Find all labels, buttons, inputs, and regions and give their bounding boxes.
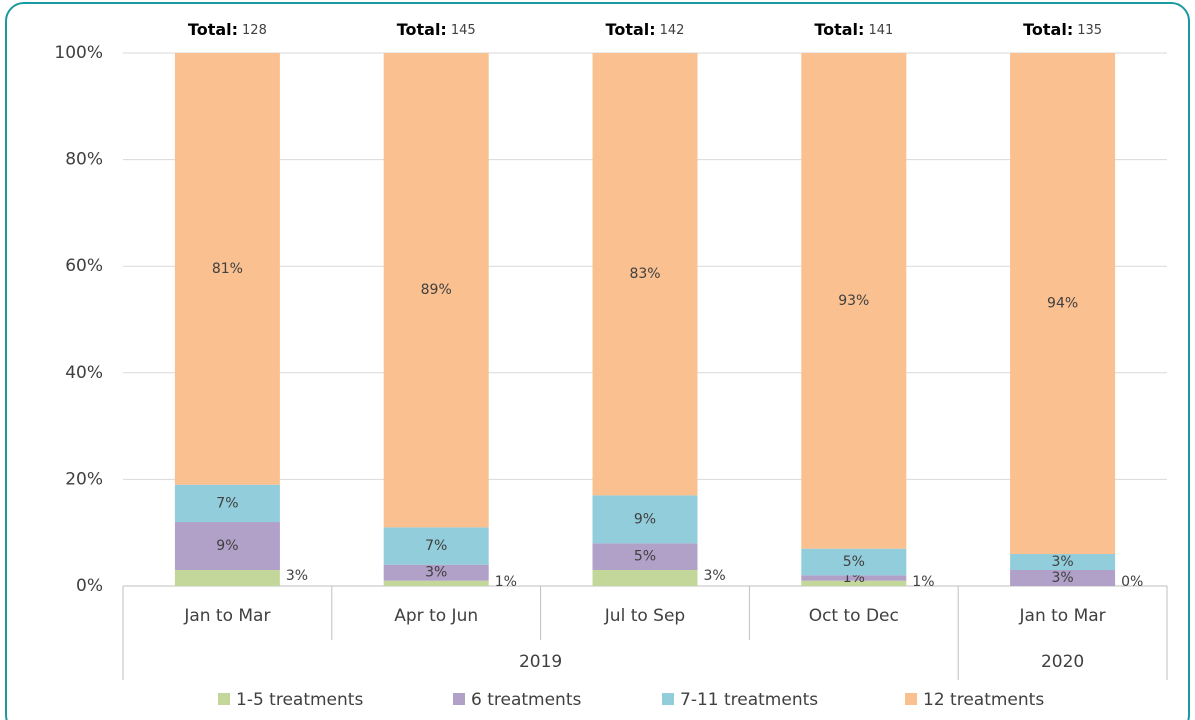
legend-swatch — [662, 693, 674, 705]
total-label-text: Total: — [1023, 20, 1073, 39]
legend-label: 12 treatments — [923, 690, 1044, 710]
y-tick-label: 60% — [65, 256, 103, 276]
total-value: 142 — [660, 23, 685, 38]
data-label: 3% — [1051, 554, 1073, 570]
bar-segment — [801, 548, 907, 576]
bar-segment — [1010, 554, 1116, 571]
total-label: Total: 128 — [188, 20, 267, 39]
total-value: 141 — [868, 23, 893, 38]
data-label: 5% — [843, 554, 865, 570]
bar-segment — [592, 495, 698, 544]
total-label-text: Total: — [397, 20, 447, 39]
total-label: Total: 142 — [606, 20, 685, 39]
bar-segment — [1010, 570, 1116, 586]
data-label: 81% — [212, 261, 243, 277]
legend-swatch — [218, 693, 230, 705]
bar-segment — [383, 564, 489, 581]
y-tick-label: 40% — [65, 363, 103, 383]
bar-segment — [801, 575, 907, 581]
bar-segment — [383, 527, 489, 565]
total-value: 145 — [451, 23, 476, 38]
bar-segment — [592, 570, 698, 586]
y-tick-label: 100% — [54, 43, 103, 63]
group-label: 2020 — [1041, 652, 1084, 672]
y-tick-label: 0% — [76, 576, 103, 596]
x-tick-label: Oct to Dec — [809, 606, 899, 626]
data-label: 5% — [634, 549, 656, 565]
total-label: Total: 141 — [814, 20, 893, 39]
bar-segment — [174, 484, 280, 523]
group-label: 2019 — [519, 652, 562, 672]
data-label: 94% — [1047, 296, 1078, 312]
bar-segment — [174, 570, 280, 586]
x-tick-label: Jan to Mar — [183, 606, 270, 626]
bar-segment — [174, 522, 280, 571]
total-value: 128 — [242, 23, 267, 38]
data-label: 1% — [912, 574, 934, 590]
x-tick-label: Apr to Jun — [394, 606, 478, 626]
total-value: 135 — [1077, 23, 1102, 38]
y-tick-label: 80% — [65, 150, 103, 170]
bar-segment — [801, 53, 907, 549]
legend-swatch — [453, 693, 465, 705]
data-label: 9% — [634, 511, 656, 527]
x-tick-label: Jan to Mar — [1019, 606, 1106, 626]
bar-segment — [592, 53, 698, 496]
total-label-text: Total: — [188, 20, 238, 39]
data-label: 3% — [425, 565, 447, 581]
bar-segment — [174, 53, 280, 485]
data-label: 7% — [425, 538, 447, 554]
bar-segment — [801, 580, 907, 586]
data-label: 83% — [629, 266, 660, 282]
data-label: 3% — [286, 568, 308, 584]
data-label: 9% — [216, 538, 238, 554]
total-label: Total: 135 — [1023, 20, 1102, 39]
data-label: 89% — [421, 282, 452, 298]
legend-label: 1-5 treatments — [236, 690, 363, 710]
legend-label: 7-11 treatments — [680, 690, 818, 710]
data-label: 3% — [1051, 570, 1073, 586]
data-label: 0% — [1121, 574, 1143, 590]
bar-segment — [592, 543, 698, 571]
data-label: 3% — [704, 568, 726, 584]
data-label: 1% — [495, 574, 517, 590]
y-tick-label: 20% — [65, 469, 103, 489]
total-label-text: Total: — [814, 20, 864, 39]
data-label: 7% — [216, 495, 238, 511]
total-label-text: Total: — [606, 20, 656, 39]
legend-label: 6 treatments — [471, 690, 582, 710]
bar-segment — [1010, 53, 1116, 555]
bar-segment — [383, 580, 489, 586]
x-tick-label: Jul to Sep — [604, 606, 685, 626]
legend-swatch — [905, 693, 917, 705]
bar-segment — [383, 53, 489, 528]
data-label: 93% — [838, 293, 869, 309]
total-label: Total: 145 — [397, 20, 476, 39]
